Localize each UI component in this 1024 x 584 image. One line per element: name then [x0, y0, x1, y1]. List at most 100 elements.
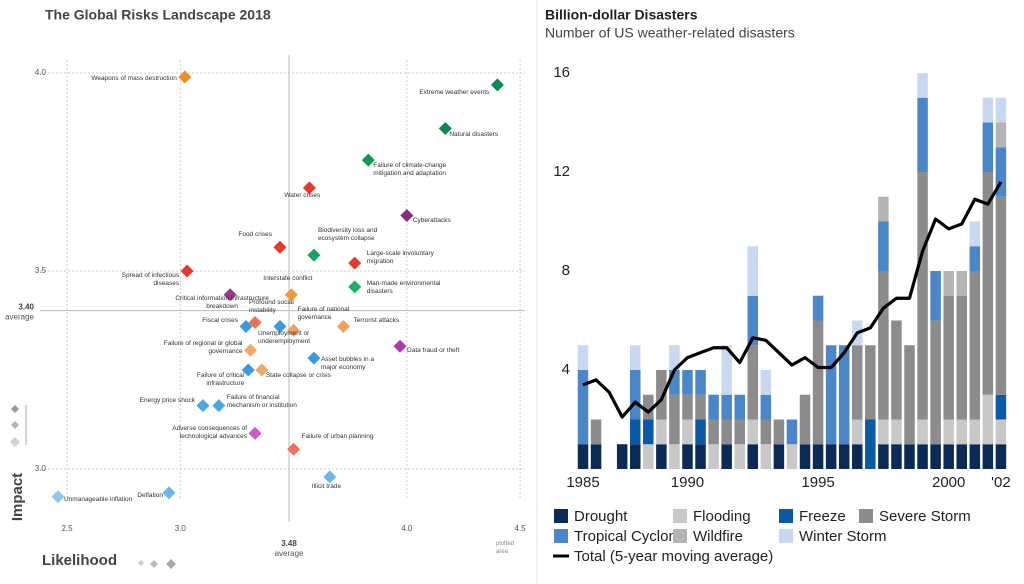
risk-point [348, 256, 362, 270]
risk-point [307, 351, 321, 365]
bar-segment [956, 444, 967, 469]
risk-label: Fiscal crises [202, 317, 238, 325]
bar-segment [825, 444, 837, 469]
y-tick-label: 8 [562, 262, 570, 279]
bar-segment [995, 419, 1007, 445]
bar-segment [969, 270, 981, 420]
risk-label: Failure of national governance [297, 306, 350, 322]
risk-point [255, 363, 269, 377]
bar-segment [669, 444, 680, 469]
bar-segment [786, 444, 798, 469]
note: plotted area [496, 541, 515, 555]
risk-label: Spread of infectious diseases [121, 272, 180, 287]
bar-segment [721, 444, 732, 469]
bar-segment [878, 196, 889, 222]
bar-segment [904, 444, 915, 469]
risk-label: Critical information infrastructure brea… [175, 294, 269, 310]
bar-segment [995, 147, 1007, 197]
bar-segment [917, 171, 928, 420]
bar-segment [995, 444, 1007, 469]
average-value: 3.48 [281, 539, 297, 548]
risk-label: Data fraud or theft [407, 347, 460, 355]
average-value: 3.40 [18, 303, 34, 312]
bar-segment [812, 320, 824, 445]
x-tick-label: 3.0 [175, 524, 187, 533]
bar-segment [982, 394, 994, 445]
x-tick-label: '02 [991, 474, 1011, 491]
bar-segment [878, 270, 889, 420]
risk-point [348, 280, 362, 294]
bar-segment [969, 419, 981, 445]
risk-label: Failure of financial mechanism or instit… [226, 393, 297, 409]
bar-segment [695, 444, 706, 469]
legend-label: Freeze [799, 508, 846, 525]
bar-segment [982, 171, 994, 395]
bar-segment [695, 369, 706, 395]
risk-point [307, 248, 321, 262]
bar-segment [995, 394, 1007, 420]
bar-segment [825, 345, 837, 445]
bar-segment [865, 419, 876, 469]
bar-segment [878, 444, 889, 469]
risk-label: Interstate conflict [263, 274, 313, 282]
risk-label: Deflation [137, 491, 163, 499]
bar-segment [878, 419, 889, 445]
risk-point [51, 490, 65, 504]
bar-segment [891, 444, 902, 469]
risk-point [284, 288, 298, 302]
bar-segment [669, 345, 680, 370]
risk-label: Illicit trade [311, 482, 342, 490]
bar-segment [995, 196, 1007, 395]
legend-swatch [859, 509, 873, 523]
bar-segment [682, 369, 693, 395]
risk-point [323, 470, 337, 484]
bar-segment [956, 270, 967, 296]
bar-segment [838, 444, 850, 469]
bar-segment [629, 369, 641, 420]
bar-segment [643, 394, 654, 420]
bar-segment [643, 444, 654, 469]
bar-segment [656, 444, 667, 469]
risk-point [302, 181, 316, 195]
risk-label: Cyberattacks [412, 216, 451, 224]
bar-segment [590, 419, 602, 445]
risk-label: Energy price shock [139, 396, 195, 404]
decor-diamond [138, 560, 144, 566]
bar-segment [852, 444, 863, 469]
bar-segment [799, 444, 811, 469]
bar-segment [682, 444, 693, 469]
bar-segment [656, 419, 667, 445]
bar-segment [577, 369, 589, 445]
bar-segment [629, 345, 641, 370]
risk-point [196, 399, 210, 413]
bar-segment [852, 419, 863, 445]
bar-segment [708, 444, 719, 469]
bar-segment [786, 419, 798, 445]
bar-segment [629, 444, 641, 469]
average-text: average [5, 313, 34, 322]
axis-decor [10, 405, 176, 569]
decor-diamond [11, 405, 19, 413]
risk-label: Terrorist attacks [353, 317, 400, 325]
bar-segment [590, 444, 602, 469]
bar-segment [956, 419, 967, 445]
x-tick-label: 1995 [801, 474, 834, 491]
bar-segment [747, 295, 759, 346]
bar-segment [616, 444, 628, 469]
risk-point [336, 319, 350, 333]
bar-segment [969, 246, 981, 271]
bar-segment [878, 221, 889, 271]
y-tick-label: 16 [553, 64, 570, 81]
decor-diamond [150, 560, 158, 568]
risk-label: Failure of urban planning [301, 433, 374, 441]
bar-segment [773, 419, 785, 445]
risk-point [273, 240, 287, 254]
y-tick-label: 3.5 [35, 266, 47, 275]
risk-point [178, 70, 192, 84]
bar-segment [747, 246, 759, 296]
bar-segment [708, 419, 719, 445]
bar-segment [917, 419, 928, 445]
risk-label: Unmanageable inflation [63, 495, 133, 503]
bar-segment [695, 394, 706, 420]
